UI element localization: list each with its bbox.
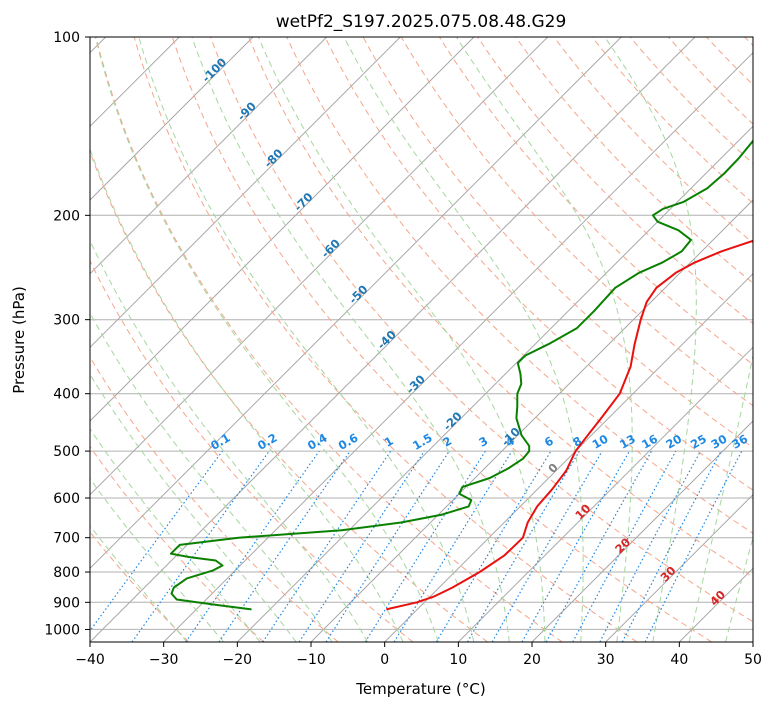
x-axis-title: Temperature (°C) [355,680,485,698]
y-tick-label: 300 [53,313,80,329]
y-tick-label: 1000 [44,622,80,638]
y-axis-title: Pressure (hPa) [10,286,28,394]
y-tick-label: 500 [53,444,80,460]
x-tick-label: −40 [75,652,105,668]
chart-title: wetPf2_S197.2025.075.08.48.G29 [276,12,567,32]
y-tick-label: 700 [53,531,80,547]
x-tick-label: −20 [223,652,253,668]
y-tick-label: 200 [53,208,80,224]
x-tick-label: 0 [380,652,389,668]
x-tick-label: −10 [296,652,326,668]
x-tick-label: −30 [149,652,179,668]
x-tick-label: 30 [597,652,615,668]
y-tick-label: 800 [53,565,80,581]
y-tick-label: 900 [53,595,80,611]
x-tick-label: 10 [449,652,467,668]
x-tick-label: 40 [670,652,688,668]
y-tick-label: 400 [53,387,80,403]
x-tick-label: 50 [744,652,762,668]
x-tick-label: 20 [523,652,541,668]
y-tick-label: 100 [53,30,80,46]
y-tick-label: 600 [53,491,80,507]
